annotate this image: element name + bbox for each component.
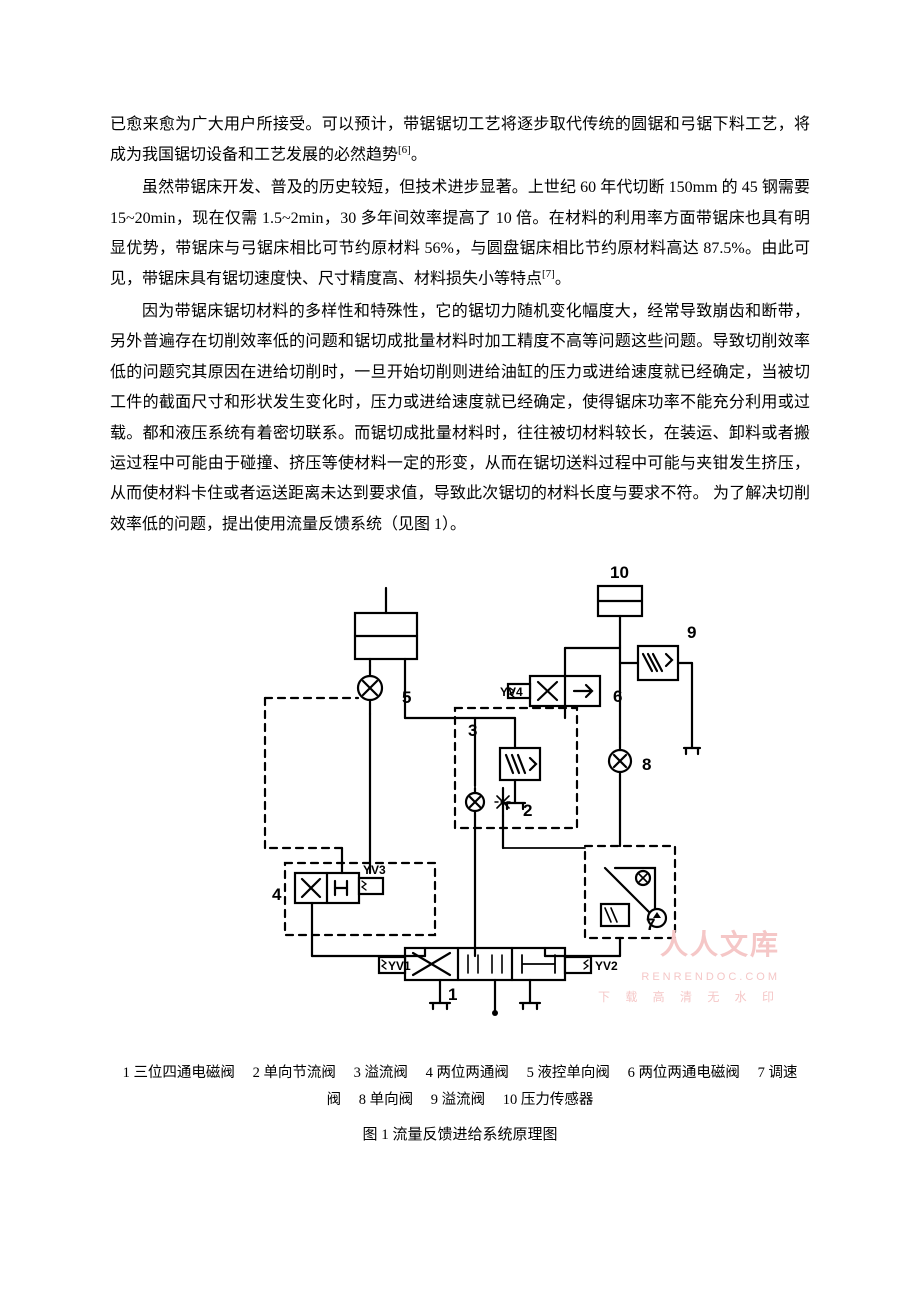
legend-item: 6 两位两通电磁阀 [628, 1065, 740, 1081]
label-8: 8 [642, 755, 651, 774]
label-3: 3 [468, 721, 477, 740]
label-yv4: YV4 [500, 685, 523, 699]
p2-text: 虽然带锯床开发、普及的历史较短，但技术进步显著。上世纪 60 年代切断 150m… [110, 179, 810, 288]
label-yv1: YV1 [388, 959, 411, 973]
figure-caption: 图 1 流量反馈进给系统原理图 [110, 1121, 810, 1150]
label-6: 6 [613, 687, 622, 706]
p1-ref: [6] [398, 144, 411, 156]
label-5: 5 [402, 688, 411, 707]
p1-tail: 。 [411, 147, 427, 164]
label-9: 9 [687, 623, 696, 642]
label-yv3: YV3 [363, 863, 386, 877]
label-1: 1 [448, 985, 457, 1004]
p3-text: 因为带锯床锯切材料的多样性和特殊性，它的锯切力随机变化幅度大，经常导致崩齿和断带… [110, 303, 810, 533]
p2-ref: [7] [542, 268, 555, 280]
paragraph-2: 虽然带锯床开发、普及的历史较短，但技术进步显著。上世纪 60 年代切断 150m… [110, 173, 810, 295]
paragraph-3: 因为带锯床锯切材料的多样性和特殊性，它的锯切力随机变化幅度大，经常导致崩齿和断带… [110, 297, 810, 540]
p2-tail: 。 [555, 271, 571, 288]
label-4: 4 [272, 885, 282, 904]
legend-item: 5 液控单向阀 [527, 1065, 610, 1081]
figure-1: 5 3 2 6 8 9 10 7 4 1 YV1 YV2 YV3 YV4 [110, 558, 810, 1049]
label-2: 2 [523, 801, 532, 820]
legend-item: 8 单向阀 [359, 1092, 413, 1108]
legend-item: 10 压力传感器 [503, 1092, 594, 1108]
label-yv2: YV2 [595, 959, 618, 973]
legend-item: 4 两位两通阀 [426, 1065, 509, 1081]
figure-legend: 1 三位四通电磁阀 2 单向节流阀 3 溢流阀 4 两位两通阀 5 液控单向阀 … [110, 1060, 810, 1115]
legend-item: 3 溢流阀 [354, 1065, 408, 1081]
hydraulic-schematic-svg: 5 3 2 6 8 9 10 7 4 1 YV1 YV2 YV3 YV4 [200, 558, 720, 1038]
label-10: 10 [610, 563, 629, 582]
legend-item: 9 溢流阀 [431, 1092, 485, 1108]
legend-item: 1 三位四通电磁阀 [123, 1065, 235, 1081]
legend-item: 2 单向节流阀 [253, 1065, 336, 1081]
paragraph-1: 已愈来愈为广大用户所接受。可以预计，带锯锯切工艺将逐步取代传统的圆锯和弓锯下料工… [110, 110, 810, 171]
p1-text: 已愈来愈为广大用户所接受。可以预计，带锯锯切工艺将逐步取代传统的圆锯和弓锯下料工… [110, 116, 810, 164]
label-7: 7 [646, 915, 655, 934]
